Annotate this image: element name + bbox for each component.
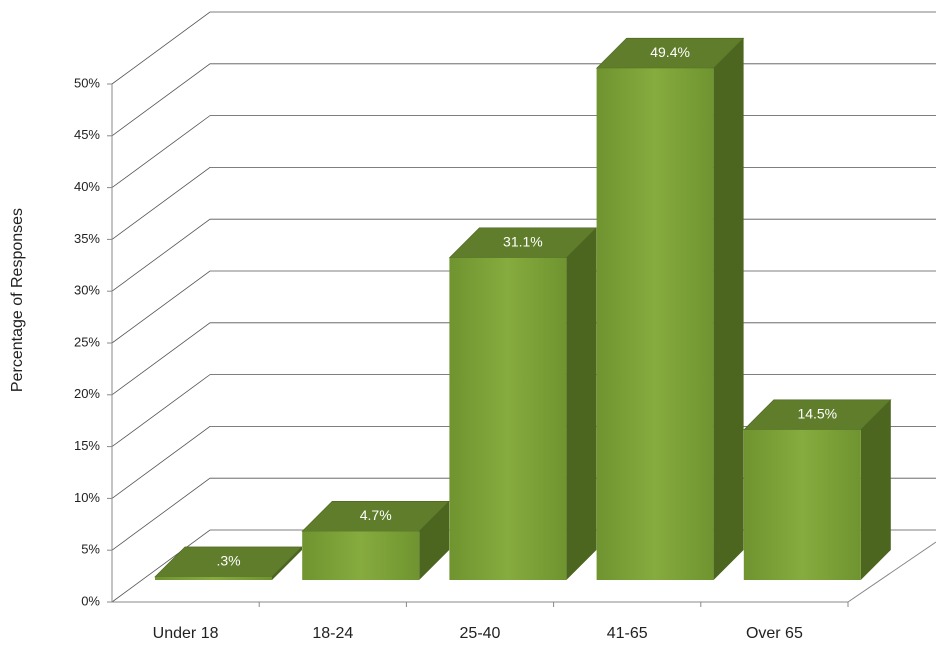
grid-line — [111, 115, 936, 188]
y-tick-label: 25% — [74, 334, 100, 349]
bar-side — [860, 399, 891, 580]
value-label: 4.7% — [360, 507, 392, 523]
x-tick-label: 41-65 — [607, 625, 648, 642]
bar-side — [419, 501, 450, 580]
x-tick-label: Under 18 — [153, 625, 219, 642]
y-tick-label: 40% — [74, 179, 100, 194]
value-label: 31.1% — [503, 234, 543, 250]
y-tick-label: 0% — [81, 593, 100, 608]
bar-side — [713, 38, 744, 580]
x-tick-label: 18-24 — [312, 625, 353, 642]
y-axis-title: Percentage of Responses — [9, 208, 26, 392]
bar — [302, 531, 420, 580]
x-tick-label: Over 65 — [746, 625, 803, 642]
grid-line — [111, 11, 936, 85]
value-label: 49.4% — [650, 44, 690, 60]
bar — [449, 257, 567, 580]
bar-side — [272, 546, 302, 580]
y-tick-label: 35% — [74, 231, 100, 246]
bar — [743, 429, 861, 580]
y-tick-label: 45% — [74, 127, 100, 142]
bar-side — [566, 227, 597, 580]
y-tick-label: 15% — [74, 438, 100, 453]
value-label: 14.5% — [797, 405, 837, 421]
y-tick-label: 30% — [74, 283, 100, 298]
grid-line — [111, 63, 936, 137]
x-tick-label: 25-40 — [460, 625, 501, 642]
y-tick-label: 5% — [81, 542, 100, 557]
y-tick-label: 10% — [74, 490, 100, 505]
y-tick-label: 20% — [74, 386, 100, 401]
bar — [596, 68, 714, 580]
value-label: .3% — [216, 553, 240, 569]
bar — [155, 576, 272, 580]
y-tick-label: 50% — [74, 75, 100, 90]
